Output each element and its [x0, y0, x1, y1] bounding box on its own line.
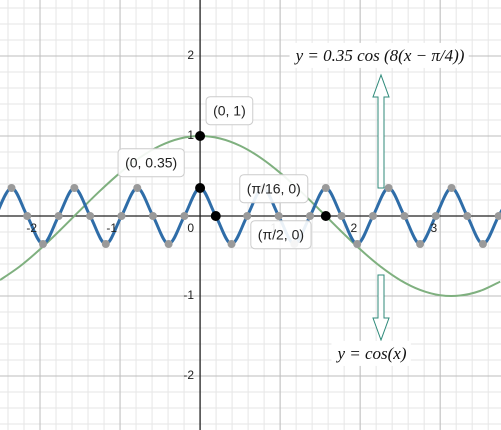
curve-point: [306, 212, 315, 220]
equation-label: y = cos(x): [335, 344, 406, 363]
x-tick-label: -1: [106, 221, 117, 235]
curves: [0, 131, 501, 297]
equation-box: [331, 340, 411, 366]
curve: [0, 134, 501, 297]
point-label: (π/2, 0): [258, 227, 304, 243]
point: [210, 211, 221, 221]
equation-box: [289, 42, 469, 68]
curve-point: [86, 212, 95, 220]
curve-point: [148, 212, 157, 220]
point: [320, 211, 331, 221]
curve-point: [227, 240, 236, 248]
curve-point: [337, 212, 346, 220]
curve-point: [494, 212, 501, 220]
point-label: (π/16, 0): [247, 181, 301, 197]
point-label-box: [117, 148, 185, 178]
arrow: [372, 73, 390, 189]
curve-point: [384, 184, 393, 192]
curve-point: [133, 184, 142, 192]
curve-point: [7, 184, 16, 192]
equation-label: y = 0.35 cos (8(x − π/4)): [294, 46, 465, 65]
curve-point: [101, 240, 110, 248]
curve-point: [416, 240, 425, 248]
curve-point: [274, 212, 283, 220]
point-label: (0, 1): [213, 103, 246, 119]
y-tick-label: -1: [183, 288, 194, 302]
x-tick-label: 3: [430, 221, 437, 235]
curve-point: [431, 212, 440, 220]
point: [195, 183, 206, 193]
curve-point: [353, 240, 362, 248]
curve-point: [54, 212, 63, 220]
point-label-box: [205, 96, 254, 126]
curve-point: [463, 212, 472, 220]
curve-point: [478, 240, 487, 248]
origin-label: 0: [187, 221, 194, 235]
curve-point: [447, 184, 456, 192]
curve-point: [321, 184, 330, 192]
x-tick-label: 2: [350, 221, 357, 235]
curve-point: [164, 240, 173, 248]
point: [195, 131, 206, 141]
y-tick-label: -2: [183, 368, 194, 382]
point-label-box: [250, 220, 312, 250]
curve-point: [400, 212, 409, 220]
curve-point: [368, 212, 377, 220]
arrow: [372, 274, 390, 342]
y-tick-label: 1: [187, 128, 194, 142]
point-label: (0, 0.35): [125, 155, 177, 171]
curve-point: [38, 240, 47, 248]
curve-point: [243, 212, 252, 220]
curve-point: [117, 212, 126, 220]
x-tick-label: -2: [26, 221, 37, 235]
curve-point: [23, 212, 32, 220]
point-label-box: [239, 174, 309, 204]
y-tick-label: 2: [187, 48, 194, 62]
curve-point: [70, 184, 79, 192]
curve-point: [180, 212, 189, 220]
